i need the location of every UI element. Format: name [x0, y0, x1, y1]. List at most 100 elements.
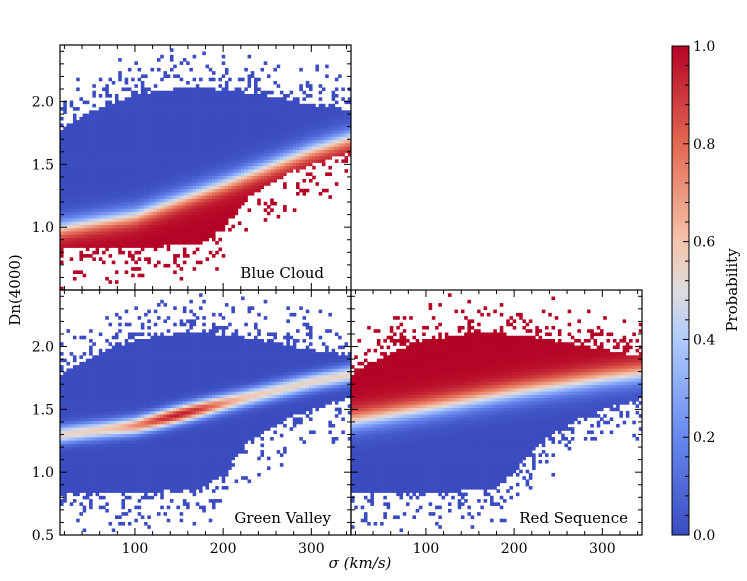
heatmap-cell: [69, 401, 74, 405]
heatmap-cell: [221, 162, 226, 167]
heatmap-cell: [114, 231, 119, 235]
heatmap-cell: [79, 512, 83, 516]
heatmap-cell: [231, 192, 235, 196]
heatmap-cell: [82, 423, 87, 428]
heatmap-cell: [189, 201, 193, 206]
heatmap-cell: [211, 162, 216, 167]
heatmap-cell: [186, 146, 190, 150]
heatmap-cell: [266, 205, 271, 209]
heatmap-cell: [160, 126, 164, 131]
heatmap-cell: [189, 198, 193, 203]
heatmap-cell: [137, 443, 142, 448]
heatmap-cell: [76, 440, 80, 444]
heatmap-cell: [228, 143, 232, 147]
heatmap-cell: [202, 110, 206, 114]
heatmap-cell: [82, 100, 87, 105]
heatmap-cell: [131, 430, 135, 435]
heatmap-cell: [121, 348, 126, 353]
heatmap-cell: [179, 214, 184, 219]
heatmap-cell: [108, 94, 113, 98]
heatmap-cell: [234, 208, 239, 212]
heatmap-cell: [163, 94, 168, 98]
heatmap-cell: [205, 133, 210, 137]
heatmap-cell: [179, 221, 184, 226]
heatmap-cell: [95, 146, 100, 150]
heatmap-cell: [124, 358, 129, 363]
heatmap-cell: [260, 172, 265, 177]
heatmap-cell: [134, 479, 138, 484]
heatmap-cell: [173, 178, 177, 183]
heatmap-cell: [124, 198, 129, 203]
heatmap-cell: [92, 381, 96, 386]
heatmap-cell: [150, 495, 155, 500]
heatmap-cell: [137, 378, 142, 382]
heatmap-cell: [111, 198, 116, 203]
heatmap-cell: [286, 100, 290, 105]
heatmap-cell: [234, 123, 239, 128]
heatmap-cell: [144, 371, 148, 376]
heatmap-cell: [260, 169, 265, 173]
heatmap-cell: [69, 489, 74, 493]
heatmap-cell: [186, 61, 190, 65]
heatmap-cell: [76, 450, 80, 454]
heatmap-cell: [302, 146, 307, 150]
heatmap-cell: [69, 466, 74, 471]
heatmap-cell: [147, 188, 151, 193]
heatmap-cell: [224, 165, 229, 170]
heatmap-cell: [76, 394, 80, 399]
heatmap-cell: [266, 175, 271, 180]
heatmap-cell: [247, 165, 252, 170]
heatmap-cell: [160, 224, 164, 229]
heatmap-cell: [163, 185, 168, 190]
heatmap-cell: [131, 361, 135, 366]
heatmap-cell: [82, 116, 87, 121]
heatmap-cell: [105, 129, 109, 134]
heatmap-cell: [121, 113, 126, 118]
heatmap-cell: [127, 67, 132, 72]
heatmap-cell: [60, 143, 64, 147]
heatmap-cell: [82, 453, 87, 457]
heatmap-cell: [89, 381, 93, 386]
heatmap-cell: [157, 192, 161, 196]
heatmap-cell: [137, 489, 142, 493]
heatmap-cell: [102, 469, 106, 474]
heatmap-cell: [82, 192, 87, 196]
heatmap-cell: [124, 113, 129, 118]
heatmap-cell: [312, 149, 316, 154]
heatmap-cell: [95, 129, 100, 134]
heatmap-cell: [63, 414, 67, 418]
heatmap-cell: [150, 440, 155, 444]
heatmap-cell: [134, 146, 138, 150]
heatmap-cell: [260, 133, 265, 137]
heatmap-cell: [60, 378, 64, 382]
heatmap-cell: [338, 129, 342, 134]
heatmap-cell: [114, 381, 119, 386]
heatmap-cell: [82, 459, 87, 464]
heatmap-cell: [169, 175, 174, 180]
heatmap-cell: [69, 152, 74, 157]
heatmap-cell: [266, 169, 271, 173]
heatmap-cell: [95, 218, 100, 222]
heatmap-cell: [179, 129, 184, 134]
heatmap-cell: [79, 201, 83, 206]
heatmap-cell: [163, 224, 168, 229]
heatmap-cell: [124, 234, 129, 239]
heatmap-cell: [121, 456, 126, 461]
heatmap-cell: [111, 113, 116, 118]
heatmap-cell: [127, 208, 132, 212]
heatmap-cell: [89, 129, 93, 134]
heatmap-cell: [286, 94, 290, 98]
heatmap-cell: [102, 401, 106, 405]
heatmap-cell: [211, 227, 216, 232]
heatmap-cell: [72, 407, 77, 412]
heatmap-cell: [105, 430, 109, 435]
heatmap-cell: [276, 116, 281, 121]
heatmap-cell: [89, 463, 93, 467]
heatmap-cell: [105, 87, 109, 92]
heatmap-cell: [276, 136, 281, 141]
heatmap-cell: [105, 244, 109, 248]
heatmap-cell: [72, 133, 77, 137]
heatmap-cell: [60, 234, 64, 239]
heatmap-cell: [173, 113, 177, 118]
heatmap-cell: [102, 172, 106, 177]
